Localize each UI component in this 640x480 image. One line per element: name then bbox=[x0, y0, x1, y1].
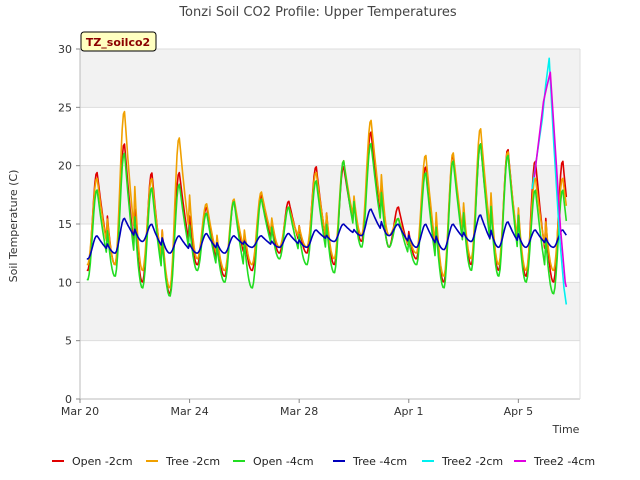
x-tick-label: Apr 1 bbox=[394, 405, 424, 418]
dataset-badge: TZ_soilco2 bbox=[80, 31, 157, 52]
series-line-5 bbox=[533, 71, 568, 288]
legend-label-4: Tree2 -2cm bbox=[441, 455, 503, 468]
x-tick-label: Apr 5 bbox=[504, 405, 534, 418]
dataset-badge-label: TZ_soilco2 bbox=[86, 36, 150, 49]
y-tick-label: 30 bbox=[58, 43, 72, 56]
dataset-badge-box bbox=[80, 31, 157, 52]
legend: Open -2cm Tree -2cm Open -4cm Tree -4cm Tree… bbox=[52, 455, 595, 468]
x-axis-label: Time bbox=[552, 423, 580, 436]
grid-band bbox=[80, 165, 580, 224]
y-tick-label: 10 bbox=[58, 276, 72, 289]
legend-label-1: Tree -2cm bbox=[165, 455, 220, 468]
series-line-3 bbox=[86, 208, 567, 260]
legend-label-5: Tree2 -4cm bbox=[533, 455, 595, 468]
x-tick-label: Mar 24 bbox=[170, 405, 208, 418]
y-tick-label: 25 bbox=[58, 101, 72, 114]
y-tick-label: 5 bbox=[65, 335, 72, 348]
grid-band bbox=[80, 49, 580, 108]
series-line-1 bbox=[86, 110, 568, 289]
grid-band bbox=[80, 282, 580, 341]
chart-title: Tonzi Soil CO2 Profile: Upper Temperatur… bbox=[178, 5, 457, 20]
series-line-2 bbox=[86, 142, 568, 297]
series-lines bbox=[86, 57, 568, 305]
legend-label-3: Tree -4cm bbox=[352, 455, 407, 468]
y-tick-label: 0 bbox=[65, 393, 72, 406]
y-tick-label: 15 bbox=[58, 218, 72, 231]
legend-label-0: Open -2cm bbox=[72, 455, 133, 468]
y-axis-ticks: 0 5 10 15 20 25 30 bbox=[58, 43, 80, 406]
x-tick-label: Mar 20 bbox=[61, 405, 99, 418]
x-axis-ticks: Mar 20 Mar 24 Mar 28 Apr 1 Apr 5 bbox=[61, 399, 533, 418]
legend-label-2: Open -4cm bbox=[253, 455, 314, 468]
y-tick-label: 20 bbox=[58, 160, 72, 173]
x-tick-label: Mar 28 bbox=[280, 405, 318, 418]
y-axis-label: Soil Temperature (C) bbox=[7, 170, 20, 283]
